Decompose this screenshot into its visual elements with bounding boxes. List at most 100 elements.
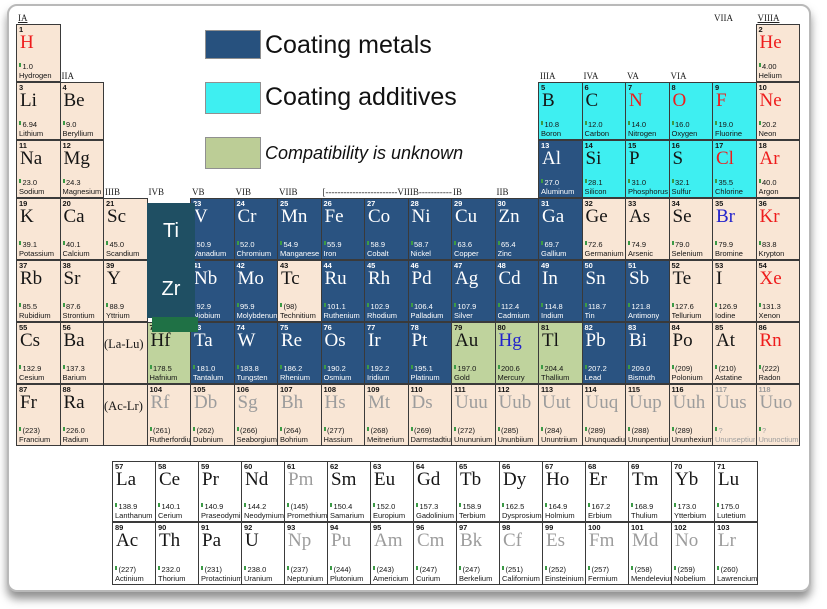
element-name: Einsteinium xyxy=(545,575,584,583)
atomic-number: 59 xyxy=(201,462,210,471)
element-cell-es: 99 Es (252) Einsteinium xyxy=(542,522,586,585)
atomic-number: 3 xyxy=(19,83,24,92)
element-symbol: Ca xyxy=(63,206,85,227)
element-name: Lutetium xyxy=(717,512,746,520)
atomic-mass: (268) xyxy=(367,427,389,435)
atomic-mass: 54.9 xyxy=(280,241,299,249)
group-label-iia: IIA xyxy=(61,71,75,81)
atomic-mass: 28.1 xyxy=(585,179,603,187)
atomic-number: 95 xyxy=(373,523,382,532)
element-name: Manganese xyxy=(280,250,320,258)
element-name: Iron xyxy=(323,250,337,258)
element-cell-ho: 67 Ho 164.9 Holmium xyxy=(542,461,586,522)
group-label-viia: VIIA xyxy=(714,13,733,23)
element-symbol: Nd xyxy=(245,469,269,490)
element-cell-uub: 112 Uub (285) Ununbiium xyxy=(494,384,539,446)
element-name: Iridium xyxy=(367,374,390,382)
element-name: Ytterbium xyxy=(674,512,707,520)
series-range-label: (Ac-Lr) xyxy=(104,399,143,413)
element-symbol: Uuh xyxy=(672,392,706,413)
element-cell-rb: 37 Rb 85.5 Rubidium xyxy=(16,260,61,322)
element-name: Chlorine xyxy=(715,188,743,196)
element-cell-ge: 32 Ge 72.6 Germanium xyxy=(581,198,626,260)
atomic-mass: 87.6 xyxy=(63,303,81,311)
element-symbol: Uus xyxy=(716,392,747,413)
atomic-number: 64 xyxy=(416,462,425,471)
atomic-number: 52 xyxy=(671,261,680,270)
atomic-mass: (247) xyxy=(416,566,438,574)
atomic-mass: (289) xyxy=(672,427,693,435)
element-name: Nobelium xyxy=(674,575,706,583)
element-name: Cerium xyxy=(158,512,183,520)
element-name: Mercury xyxy=(497,374,525,382)
atomic-number: 102 xyxy=(674,523,687,532)
element-symbol: Be xyxy=(63,90,85,111)
element-name: Carbon xyxy=(584,130,610,138)
element-cell-k: 19 K 39.1 Potassium xyxy=(16,198,61,260)
element-name: Phosphorus xyxy=(628,188,668,196)
element-cell-cu: 29 Cu 63.6 Copper xyxy=(451,198,496,260)
element-cell-uuh: 116 Uuh (289) Ununhexium xyxy=(668,384,713,446)
atomic-mass: 10.8 xyxy=(541,121,560,129)
element-cell-ag: 47 Ag 107.9 Silver xyxy=(451,260,496,322)
element-symbol: Se xyxy=(672,206,692,227)
element-symbol: Ac xyxy=(116,530,139,551)
atomic-number: 12 xyxy=(62,141,71,150)
atomic-mass: 69.7 xyxy=(541,241,560,249)
element-name: Ununoctium xyxy=(758,436,799,444)
element-symbol: Ge xyxy=(585,206,608,227)
atomic-number: 54 xyxy=(758,261,767,270)
element-cell-uut: 113 Uut (284) Ununtriium xyxy=(538,384,583,446)
element-name: Thorium xyxy=(158,575,186,583)
element-name: Unununium xyxy=(454,436,493,444)
atomic-mass: 107.9 xyxy=(454,303,477,311)
element-cell-u: 92 U 238.0 Uranium xyxy=(241,522,285,585)
element-name: Rhodium xyxy=(367,312,398,320)
atomic-mass: (272) xyxy=(454,427,476,435)
atomic-number: 42 xyxy=(236,261,245,270)
legend-label-2: Compatibility is unknown xyxy=(265,143,464,163)
atomic-number: 101 xyxy=(631,523,644,532)
element-cell-no: 102 No (259) Nobelium xyxy=(671,522,715,585)
element-name: Hassium xyxy=(323,436,353,444)
atomic-mass: (98) xyxy=(280,303,297,311)
atomic-mass: 88.9 xyxy=(106,303,125,311)
atomic-mass: 204.4 xyxy=(541,365,564,373)
atomic-mass: 102.9 xyxy=(367,303,390,311)
element-cell-tb: 65 Tb 158.9 Terbium xyxy=(456,461,500,522)
atomic-mass: 16.0 xyxy=(672,121,690,129)
element-symbol: He xyxy=(759,32,782,53)
atomic-number: 116 xyxy=(671,385,684,394)
atomic-number: 1 xyxy=(19,25,24,34)
element-cell-ce: 58 Ce 140.1 Cerium xyxy=(155,461,199,522)
atomic-mass: 79.0 xyxy=(672,241,690,249)
atomic-number: 109 xyxy=(367,385,380,394)
element-cell-kr: 36 Kr 83.8 Krypton xyxy=(755,198,800,260)
element-symbol: Md xyxy=(632,530,659,551)
group-label-viiib: [------------------------VIIIB----------… xyxy=(322,187,452,197)
element-cell-te: 52 Te 127.6 Tellurium xyxy=(668,260,713,322)
element-name: Beryllium xyxy=(62,130,94,138)
atomic-number: 100 xyxy=(588,523,601,532)
element-cell-mo: 42 Mo 95.9 Molybdenum xyxy=(233,260,278,322)
atomic-number: 23 xyxy=(193,199,202,208)
element-symbol: Cm xyxy=(417,530,445,551)
element-symbol: V xyxy=(194,206,208,227)
element-name: Strontium xyxy=(62,312,95,320)
element-name: Krypton xyxy=(758,250,785,258)
atomic-number: 50 xyxy=(584,261,593,270)
element-cell-cd: 48 Cd 112.4 Cadmium xyxy=(494,260,539,322)
atomic-number: 43 xyxy=(280,261,289,270)
atomic-number: 56 xyxy=(62,323,71,332)
atomic-mass: 226.0 xyxy=(63,427,85,435)
element-name: Mendelevium xyxy=(631,575,671,583)
element-name: Arsenic xyxy=(628,250,654,258)
element-cell-i: 53 I 126.9 Iodine xyxy=(712,260,757,322)
element-cell-p: 15 P 31.0 Phosphorus xyxy=(625,140,670,198)
atomic-number: 58 xyxy=(158,462,167,471)
series-range-label: (La-Lu) xyxy=(104,337,144,351)
atomic-number: 103 xyxy=(717,523,730,532)
element-cell-os: 76 Os 190.2 Osmium xyxy=(320,322,365,384)
